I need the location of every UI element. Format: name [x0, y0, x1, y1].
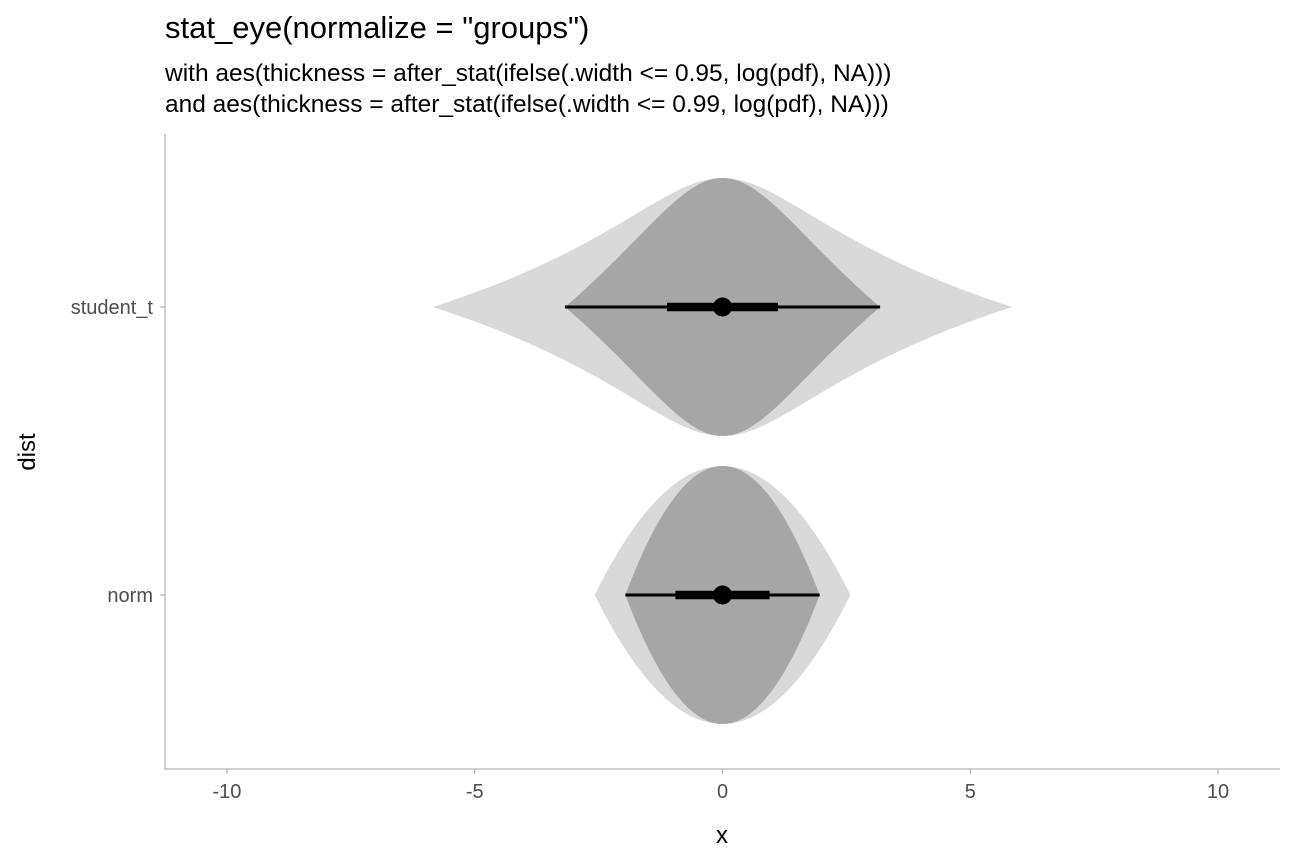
- chart-title: stat_eye(normalize = "groups"): [165, 10, 590, 45]
- x-tick-label: -10: [212, 781, 241, 803]
- chart-subtitle-line-1: with aes(thickness = after_stat(ifelse(.…: [165, 60, 892, 87]
- chart-subtitle-line-2: and aes(thickness = after_stat(ifelse(.w…: [165, 91, 889, 118]
- x-tick-label: -5: [466, 781, 484, 803]
- y-tick-label-norm: norm: [107, 585, 153, 607]
- y-tick-label-student_t: student_t: [71, 297, 154, 319]
- x-tick-label: 5: [965, 781, 976, 803]
- intervals-layer: [564, 297, 881, 605]
- x-axis-title: x: [716, 822, 728, 849]
- y-axis-title: dist: [14, 433, 41, 471]
- x-tick-label: 0: [717, 781, 728, 803]
- eyes-layer: [433, 178, 1012, 724]
- median-point-norm: [713, 585, 732, 605]
- median-point-student_t: [713, 297, 732, 317]
- x-axis-ticks: -10 -5 0 5 10: [212, 769, 1229, 803]
- x-tick-label: 10: [1207, 781, 1229, 803]
